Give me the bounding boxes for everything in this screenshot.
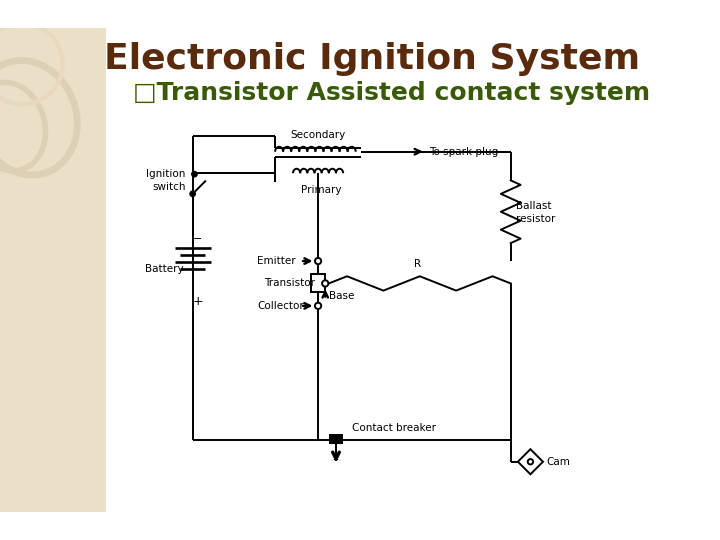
Text: −: − [194,234,203,244]
Polygon shape [106,28,645,512]
Text: Ballast: Ballast [516,201,552,211]
Text: Secondary: Secondary [290,130,346,140]
Text: Collector: Collector [257,301,304,311]
Text: R: R [415,259,421,269]
Circle shape [528,459,533,464]
Text: Transistor: Transistor [264,279,315,288]
Polygon shape [518,449,543,474]
Text: To spark plug: To spark plug [429,147,498,157]
Circle shape [190,191,195,197]
Text: Emitter: Emitter [257,256,296,266]
Text: Contact breaker: Contact breaker [352,423,436,433]
Bar [329,434,343,438]
Bar [329,437,343,444]
Circle shape [315,303,321,309]
Circle shape [315,258,321,264]
Text: Ignition: Ignition [146,169,186,179]
Text: +: + [193,295,203,308]
Circle shape [322,280,328,287]
Text: Battery: Battery [145,264,184,274]
Text: resistor: resistor [516,214,555,224]
Text: switch: switch [152,181,186,192]
Circle shape [192,171,197,177]
Text: Primary: Primary [302,185,342,195]
Bar [311,274,325,292]
Text: □Transistor Assisted contact system: □Transistor Assisted contact system [132,80,649,105]
Text: Base: Base [329,291,354,301]
Polygon shape [0,28,106,512]
Text: Electronic Ignition System: Electronic Ignition System [104,43,640,77]
Text: Cam: Cam [546,457,570,467]
